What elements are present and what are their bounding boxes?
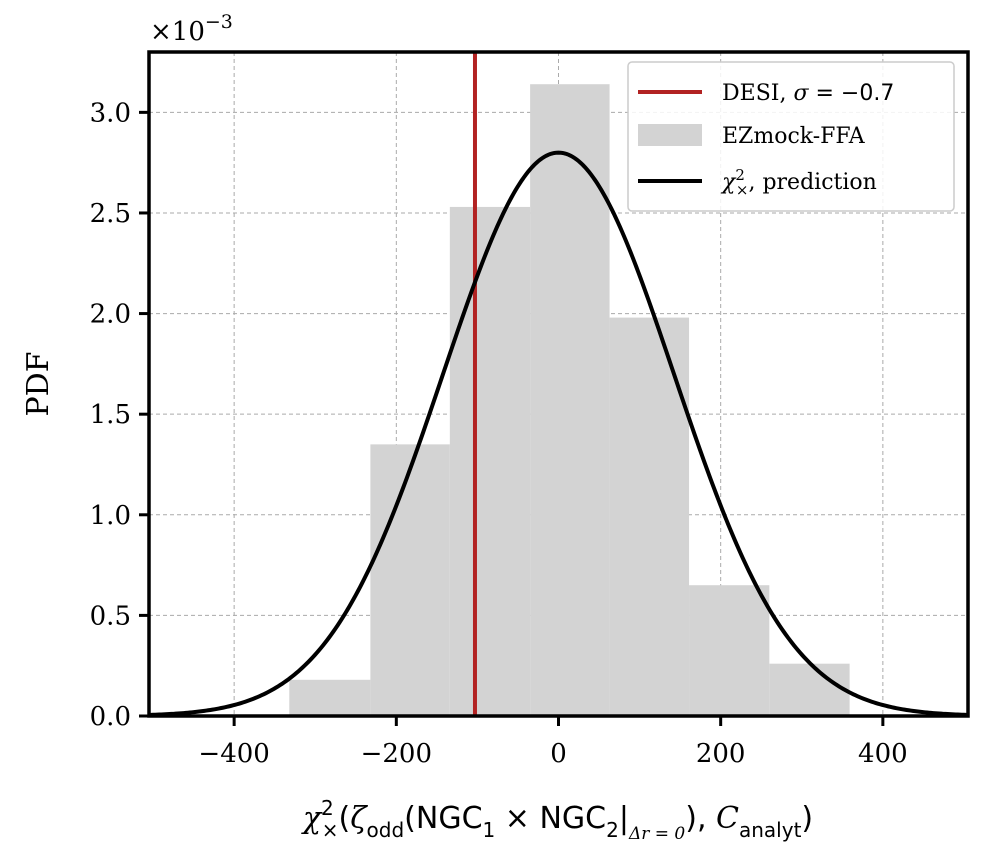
histogram-bars — [289, 84, 850, 716]
histogram-bar-1 — [370, 444, 450, 716]
y-axis-ticks: 0.0 0.5 1.0 1.5 2.0 2.5 3.0 — [90, 98, 149, 732]
legend-prediction-label: χ2 ×, prediction — [720, 166, 877, 199]
histogram-bar-5 — [689, 585, 770, 716]
y-tick-label-3: 1.5 — [90, 400, 131, 430]
y-tick-label-1: 0.5 — [90, 601, 131, 631]
x-tick-label-2: 0 — [550, 739, 567, 769]
legend-ezmock-label: EZmock-FFA — [722, 124, 866, 149]
y-offset-text: ×10−3 — [150, 11, 233, 47]
legend-box — [627, 61, 955, 212]
y-tick-label-5: 2.5 — [90, 199, 131, 229]
x-tick-label-4: 400 — [858, 739, 908, 769]
y-tick-label-4: 2.0 — [90, 300, 131, 330]
y-tick-label-2: 1.0 — [90, 501, 131, 531]
x-tick-label-1: −200 — [361, 739, 432, 769]
x-axis-ticks: −400 −200 0 200 400 — [198, 716, 908, 769]
histogram-bar-2 — [449, 206, 531, 716]
histogram-bar-6 — [769, 663, 850, 716]
x-axis-title: χ2 ×(ζodd(NGC1 × NGC2|Δr = 0), Canalyt) — [301, 796, 813, 844]
y-tick-label-6: 3.0 — [90, 98, 131, 128]
y-tick-label-0: 0.0 — [90, 702, 131, 732]
legend: DESI, σ = −0.7 EZmock-FFA χ2 ×, predictio… — [627, 61, 955, 212]
x-tick-label-0: −400 — [198, 739, 269, 769]
x-tick-label-3: 200 — [696, 739, 746, 769]
legend-desi-label: DESI, σ = −0.7 — [722, 81, 894, 106]
y-axis-title: PDF — [21, 351, 56, 416]
histogram-bar-0 — [289, 679, 371, 716]
prediction-curve — [149, 150, 968, 716]
legend-ezmock-swatch — [638, 124, 702, 146]
histogram-bar-3 — [530, 84, 610, 716]
